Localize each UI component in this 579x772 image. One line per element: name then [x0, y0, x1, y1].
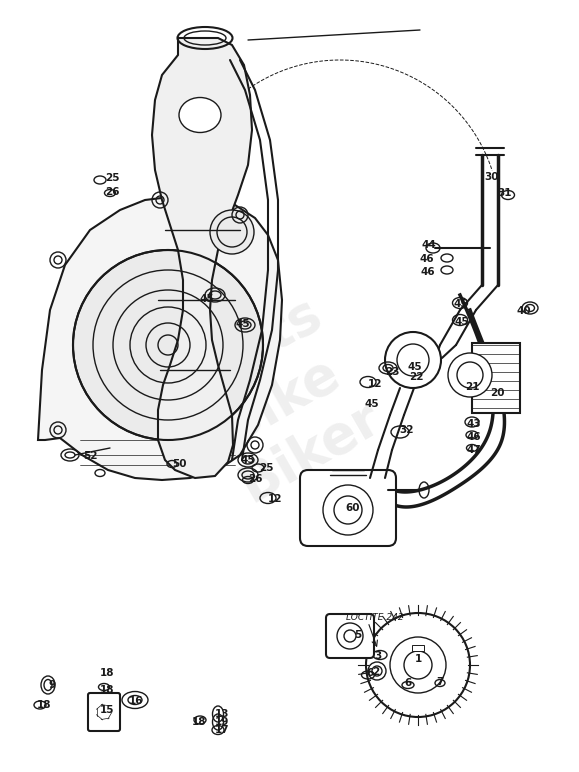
Text: 25: 25	[259, 463, 273, 473]
Polygon shape	[152, 38, 252, 478]
Text: 20: 20	[490, 388, 504, 398]
Text: 2: 2	[372, 667, 380, 677]
Text: 6: 6	[404, 678, 412, 688]
Text: 31: 31	[498, 188, 512, 198]
Text: Parts
Bike
Biker: Parts Bike Biker	[170, 286, 390, 513]
Text: 18: 18	[36, 700, 52, 710]
Text: 9: 9	[49, 680, 56, 690]
Text: 32: 32	[400, 425, 414, 435]
Text: 18: 18	[100, 685, 114, 695]
Circle shape	[448, 353, 492, 397]
Text: 18: 18	[100, 668, 114, 678]
Text: 7: 7	[437, 677, 444, 687]
Text: 25: 25	[105, 173, 119, 183]
Circle shape	[385, 332, 441, 388]
Text: 3: 3	[375, 651, 382, 661]
Text: 46: 46	[420, 254, 434, 264]
Text: 21: 21	[465, 382, 479, 392]
Text: 47: 47	[467, 445, 481, 455]
Text: 1: 1	[415, 654, 422, 664]
Text: 50: 50	[172, 459, 186, 469]
Text: 30: 30	[485, 172, 499, 182]
Text: 45: 45	[236, 319, 250, 329]
FancyBboxPatch shape	[300, 470, 396, 546]
Text: 12: 12	[368, 379, 382, 389]
Text: 5: 5	[354, 630, 362, 640]
Text: 45: 45	[454, 299, 468, 309]
FancyBboxPatch shape	[88, 693, 120, 731]
Text: 12: 12	[267, 494, 282, 504]
Text: 45: 45	[365, 399, 379, 409]
Text: 44: 44	[422, 240, 437, 250]
Text: 13: 13	[215, 709, 229, 719]
Polygon shape	[472, 343, 520, 413]
Circle shape	[210, 210, 254, 254]
Text: 26: 26	[248, 474, 262, 484]
Text: 43: 43	[467, 419, 481, 429]
Text: 45: 45	[408, 362, 422, 372]
Text: 45: 45	[455, 317, 470, 327]
Polygon shape	[38, 196, 282, 480]
Text: 60: 60	[346, 503, 360, 513]
Text: 17: 17	[215, 725, 229, 735]
Text: 6: 6	[367, 668, 373, 678]
Text: 46: 46	[467, 432, 481, 442]
Text: 22: 22	[409, 372, 423, 382]
Text: 45: 45	[241, 455, 255, 465]
Text: 19: 19	[215, 717, 229, 727]
Polygon shape	[412, 645, 424, 651]
Text: 18: 18	[192, 717, 206, 727]
Text: 45: 45	[200, 294, 214, 304]
Text: 40: 40	[516, 306, 532, 316]
Text: 46: 46	[421, 267, 435, 277]
Text: 23: 23	[385, 367, 400, 377]
Text: LOCTITE 242: LOCTITE 242	[346, 614, 404, 622]
Text: 16: 16	[129, 696, 143, 706]
Ellipse shape	[179, 97, 221, 133]
FancyBboxPatch shape	[326, 614, 374, 658]
Text: 26: 26	[105, 187, 119, 197]
Circle shape	[73, 250, 263, 440]
Text: 52: 52	[83, 451, 97, 461]
Text: 15: 15	[100, 705, 114, 715]
